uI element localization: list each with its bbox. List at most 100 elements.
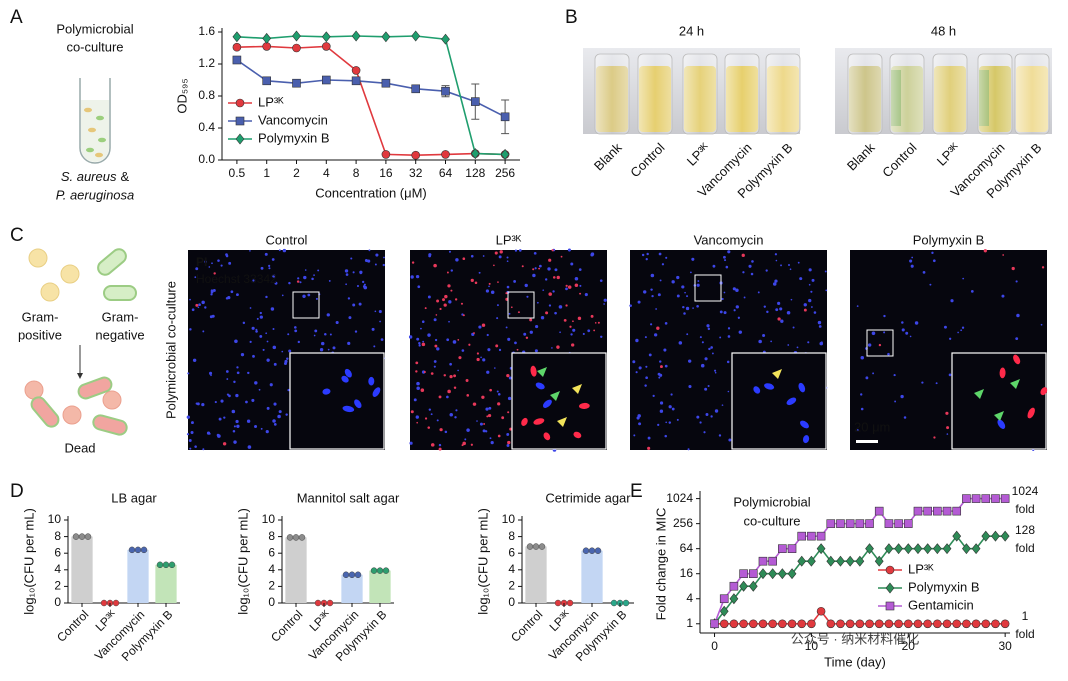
- hoechst-signal: [856, 305, 859, 308]
- hoechst-signal: [489, 437, 492, 440]
- hoechst-signal: [220, 264, 223, 267]
- hoechst-signal: [646, 252, 649, 256]
- hoechst-signal: [774, 253, 778, 256]
- hoechst-signal: [728, 438, 732, 442]
- dead-cell: [102, 390, 122, 410]
- tube-glass: [682, 53, 718, 135]
- hoechst-signal: [572, 328, 576, 332]
- data-point: [855, 619, 865, 629]
- y-tick-label: 4: [686, 591, 693, 605]
- pi-signal: [489, 388, 492, 392]
- condition-label: Vancomycin: [694, 232, 764, 247]
- hoechst-signal: [482, 255, 485, 257]
- replicate-point: [326, 599, 334, 607]
- data-point: [411, 30, 421, 42]
- hoechst-signal: [272, 345, 277, 350]
- data-point: [981, 530, 991, 542]
- hoechst-signal: [506, 443, 510, 447]
- pi-signal: [486, 415, 489, 418]
- hoechst-signal: [570, 333, 573, 336]
- inset-cell: [573, 431, 582, 439]
- inset-cell: [322, 388, 331, 395]
- data-point: [855, 519, 865, 528]
- hoechst-signal: [449, 362, 452, 366]
- pi-signal: [439, 307, 442, 311]
- data-point: [903, 619, 913, 629]
- replicate-point: [622, 599, 630, 607]
- hoechst-signal: [723, 291, 726, 294]
- hoechst-signal: [315, 297, 318, 300]
- hoechst-signal: [226, 393, 230, 396]
- inset-cell: [354, 399, 362, 409]
- hoechst-signal: [422, 340, 425, 343]
- hoechst-signal: [409, 441, 413, 445]
- bar: [285, 537, 307, 603]
- hoechst-signal: [482, 429, 486, 433]
- hoechst-signal: [214, 400, 217, 404]
- replicate-point: [594, 547, 602, 554]
- hoechst-signal: [796, 346, 799, 349]
- hoechst-signal: [344, 269, 349, 273]
- hoechst-signal: [448, 250, 451, 253]
- pi-signal: [1011, 266, 1015, 271]
- hoechst-signal: [218, 417, 222, 421]
- cell-type-label: Gram-: [102, 309, 139, 324]
- hoechst-signal: [362, 285, 366, 288]
- chart-title: Polymicrobial: [733, 494, 810, 509]
- hoechst-signal: [427, 295, 431, 299]
- data-point: [933, 619, 942, 629]
- pi-signal: [510, 306, 513, 309]
- hoechst-signal: [685, 306, 690, 311]
- hoechst-signal: [302, 294, 306, 298]
- hoechst-signal: [737, 316, 740, 319]
- hoechst-signal: [436, 419, 439, 422]
- hoechst-signal: [808, 298, 812, 303]
- hoechst-signal: [659, 279, 662, 282]
- pi-signal: [946, 426, 950, 430]
- data-point: [845, 555, 855, 567]
- pi-signal: [462, 441, 466, 446]
- hoechst-signal: [266, 358, 270, 362]
- zoom-inset: [731, 352, 827, 450]
- hoechst-signal: [328, 279, 331, 282]
- hoechst-signal: [1016, 313, 1020, 318]
- hoechst-signal: [1001, 294, 1005, 298]
- timepoint-label: 24 h: [679, 23, 704, 38]
- pi-signal: [453, 386, 457, 389]
- replicate-point: [286, 534, 294, 541]
- hoechst-signal: [727, 335, 731, 338]
- hoechst-signal: [347, 297, 351, 300]
- pi-signal: [481, 395, 485, 399]
- zoom-inset: [289, 352, 385, 450]
- hoechst-signal: [478, 325, 482, 329]
- hoechst-signal: [903, 416, 907, 419]
- legend-label: LP³ᴷ: [908, 561, 934, 576]
- hoechst-signal: [371, 327, 375, 331]
- hoechst-signal: [871, 331, 876, 336]
- hoechst-signal: [818, 325, 822, 328]
- hoechst-signal: [644, 384, 647, 387]
- data-point: [500, 112, 510, 122]
- pi-signal: [493, 264, 495, 267]
- hoechst-signal: [632, 360, 636, 364]
- hoechst-signal: [494, 367, 496, 369]
- pi-signal: [470, 443, 473, 446]
- hoechst-signal: [638, 422, 642, 426]
- y-tick-label: 2: [54, 579, 61, 593]
- hoechst-signal: [651, 294, 654, 298]
- hoechst-signal: [480, 356, 482, 359]
- data-point: [826, 555, 836, 567]
- hoechst-signal: [860, 355, 865, 360]
- hoechst-signal: [490, 290, 495, 295]
- panel-label: C: [10, 225, 24, 246]
- hoechst-signal: [230, 290, 234, 294]
- hoechst-signal: [210, 293, 213, 296]
- hoechst-signal: [668, 405, 672, 409]
- chart-title: LB agar: [111, 490, 157, 505]
- y-tick-label: 0.0: [198, 152, 215, 166]
- data-point: [807, 555, 816, 567]
- pi-signal: [516, 348, 519, 351]
- data-point: [739, 569, 748, 579]
- hoechst-signal: [304, 269, 307, 271]
- bar: [71, 536, 93, 603]
